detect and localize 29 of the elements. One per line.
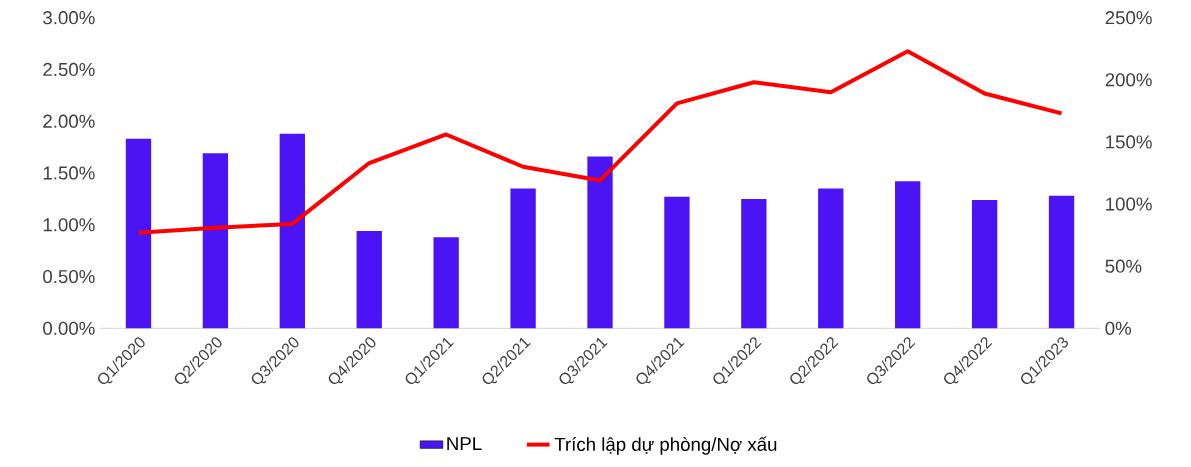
bar	[741, 198, 767, 329]
bar	[279, 133, 305, 329]
bar	[202, 153, 229, 329]
legend-label: NPL	[447, 437, 482, 451]
y2-tick-label: 200%	[1105, 73, 1152, 87]
bar	[510, 188, 536, 329]
y2-tick-label: 50%	[1105, 259, 1142, 273]
y2-tick-label: 250%	[1105, 11, 1152, 25]
bar	[356, 230, 382, 329]
y-tick-label: 2.00%	[43, 114, 95, 128]
bar	[125, 138, 152, 329]
legend-label: Trích lập dự phòng/Nợ xấu	[554, 436, 777, 455]
bar	[818, 188, 844, 329]
y2-tick-label: 100%	[1106, 197, 1152, 211]
y-tick-label: 0.50%	[43, 269, 95, 284]
line-series	[136, 49, 1064, 235]
y-tick-label: 2.50%	[43, 62, 95, 77]
y2-tick-label: 150%	[1106, 135, 1152, 149]
bar	[433, 237, 459, 329]
bar	[895, 181, 921, 329]
y-tick-label: 3.00%	[43, 11, 95, 25]
bar	[971, 199, 998, 329]
bar	[1048, 195, 1075, 329]
bar	[664, 196, 690, 329]
y2-tick-label: 0%	[1105, 321, 1132, 335]
y-tick-label: 0.00%	[43, 321, 95, 335]
bar	[587, 156, 613, 329]
y-tick-label: 1.00%	[43, 218, 95, 232]
y-tick-label: 1.50%	[43, 166, 95, 180]
